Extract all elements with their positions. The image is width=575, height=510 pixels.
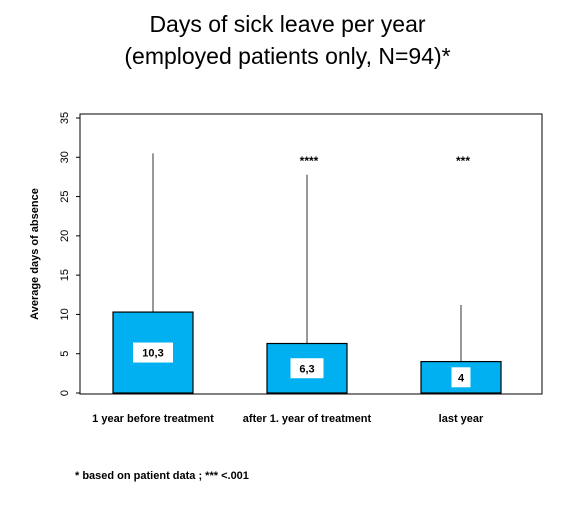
y-tick-label: 20 bbox=[59, 230, 71, 242]
y-tick-label: 15 bbox=[59, 269, 71, 281]
y-axis: 0 5 10 15 20 25 30 35 bbox=[59, 112, 80, 396]
y-tick-label: 0 bbox=[59, 390, 71, 396]
y-axis-label: Average days of absence bbox=[29, 188, 41, 320]
value-label-box bbox=[451, 367, 471, 388]
y-tick-label: 25 bbox=[59, 190, 71, 202]
value-label-box bbox=[133, 342, 173, 363]
significance-marker: **** bbox=[300, 154, 319, 168]
bar bbox=[420, 360, 502, 394]
x-tick-label: last year bbox=[439, 413, 484, 425]
plot-frame bbox=[79, 113, 543, 395]
chart-title: Days of sick leave per year (employed pa… bbox=[0, 8, 575, 72]
x-axis: 1 year before treatment after 1. year of … bbox=[92, 413, 484, 425]
chart-title-line1: Days of sick leave per year bbox=[149, 11, 426, 37]
y-tick-label: 35 bbox=[59, 112, 71, 124]
x-tick-label: 1 year before treatment bbox=[92, 413, 214, 425]
y-tick-label: 10 bbox=[59, 308, 71, 320]
value-label: 6,3 bbox=[299, 363, 314, 375]
significance-marker: *** bbox=[456, 154, 470, 168]
value-label: 10,3 bbox=[142, 348, 163, 360]
bars: 10,3 6,3 **** 4 *** bbox=[112, 153, 502, 394]
y-tick-label: 30 bbox=[59, 151, 71, 163]
value-label: 4 bbox=[458, 372, 465, 384]
value-label-box bbox=[290, 358, 324, 379]
chart-subtitle: (employed patients only, N=94)* bbox=[124, 43, 451, 69]
y-tick-label: 5 bbox=[59, 351, 71, 357]
x-tick-label: after 1. year of treatment bbox=[243, 413, 372, 425]
footnote: * based on patient data ; *** <.001 bbox=[75, 470, 249, 482]
